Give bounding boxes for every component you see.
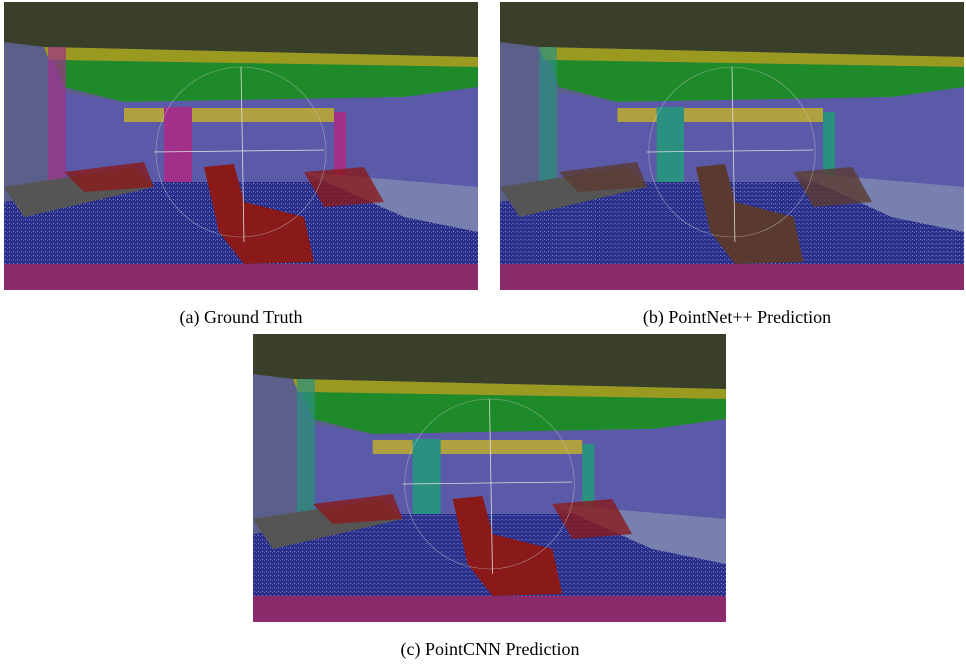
pointcnn-image (253, 334, 726, 622)
pillar (582, 444, 594, 509)
pillar (413, 439, 441, 517)
bottom-band (253, 596, 726, 622)
pillar (657, 107, 684, 185)
pillar (164, 107, 192, 185)
figure-page: (a) Ground Truth (b) PointNet++ Predicti… (0, 0, 966, 665)
ground-truth-image (4, 2, 478, 290)
beam (124, 108, 334, 122)
beam (373, 440, 583, 454)
caption: (c) PointCNN Prediction (401, 639, 580, 660)
caption: (a) Ground Truth (179, 307, 302, 328)
pointnet-image (500, 2, 964, 290)
bottom-band (4, 264, 478, 290)
caption: (b) PointNet++ Prediction (643, 307, 831, 328)
pillar (334, 112, 346, 177)
pillar (823, 112, 835, 177)
beam (617, 108, 823, 122)
bottom-band (500, 264, 964, 290)
